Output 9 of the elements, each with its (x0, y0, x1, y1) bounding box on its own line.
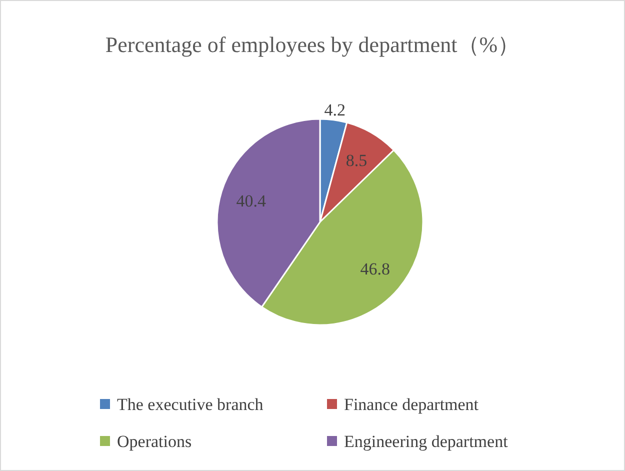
data-label: 4.2 (324, 100, 346, 120)
data-label: 8.5 (346, 150, 368, 170)
legend-label: The executive branch (117, 395, 264, 414)
data-label: 46.8 (360, 259, 390, 278)
legend-label: Engineering department (344, 432, 508, 451)
legend-label: Finance department (344, 395, 479, 414)
legend-label: Operations (117, 432, 192, 451)
data-label: 40.4 (236, 192, 266, 211)
chart-title: Percentage of employees by department（%） (105, 32, 520, 57)
